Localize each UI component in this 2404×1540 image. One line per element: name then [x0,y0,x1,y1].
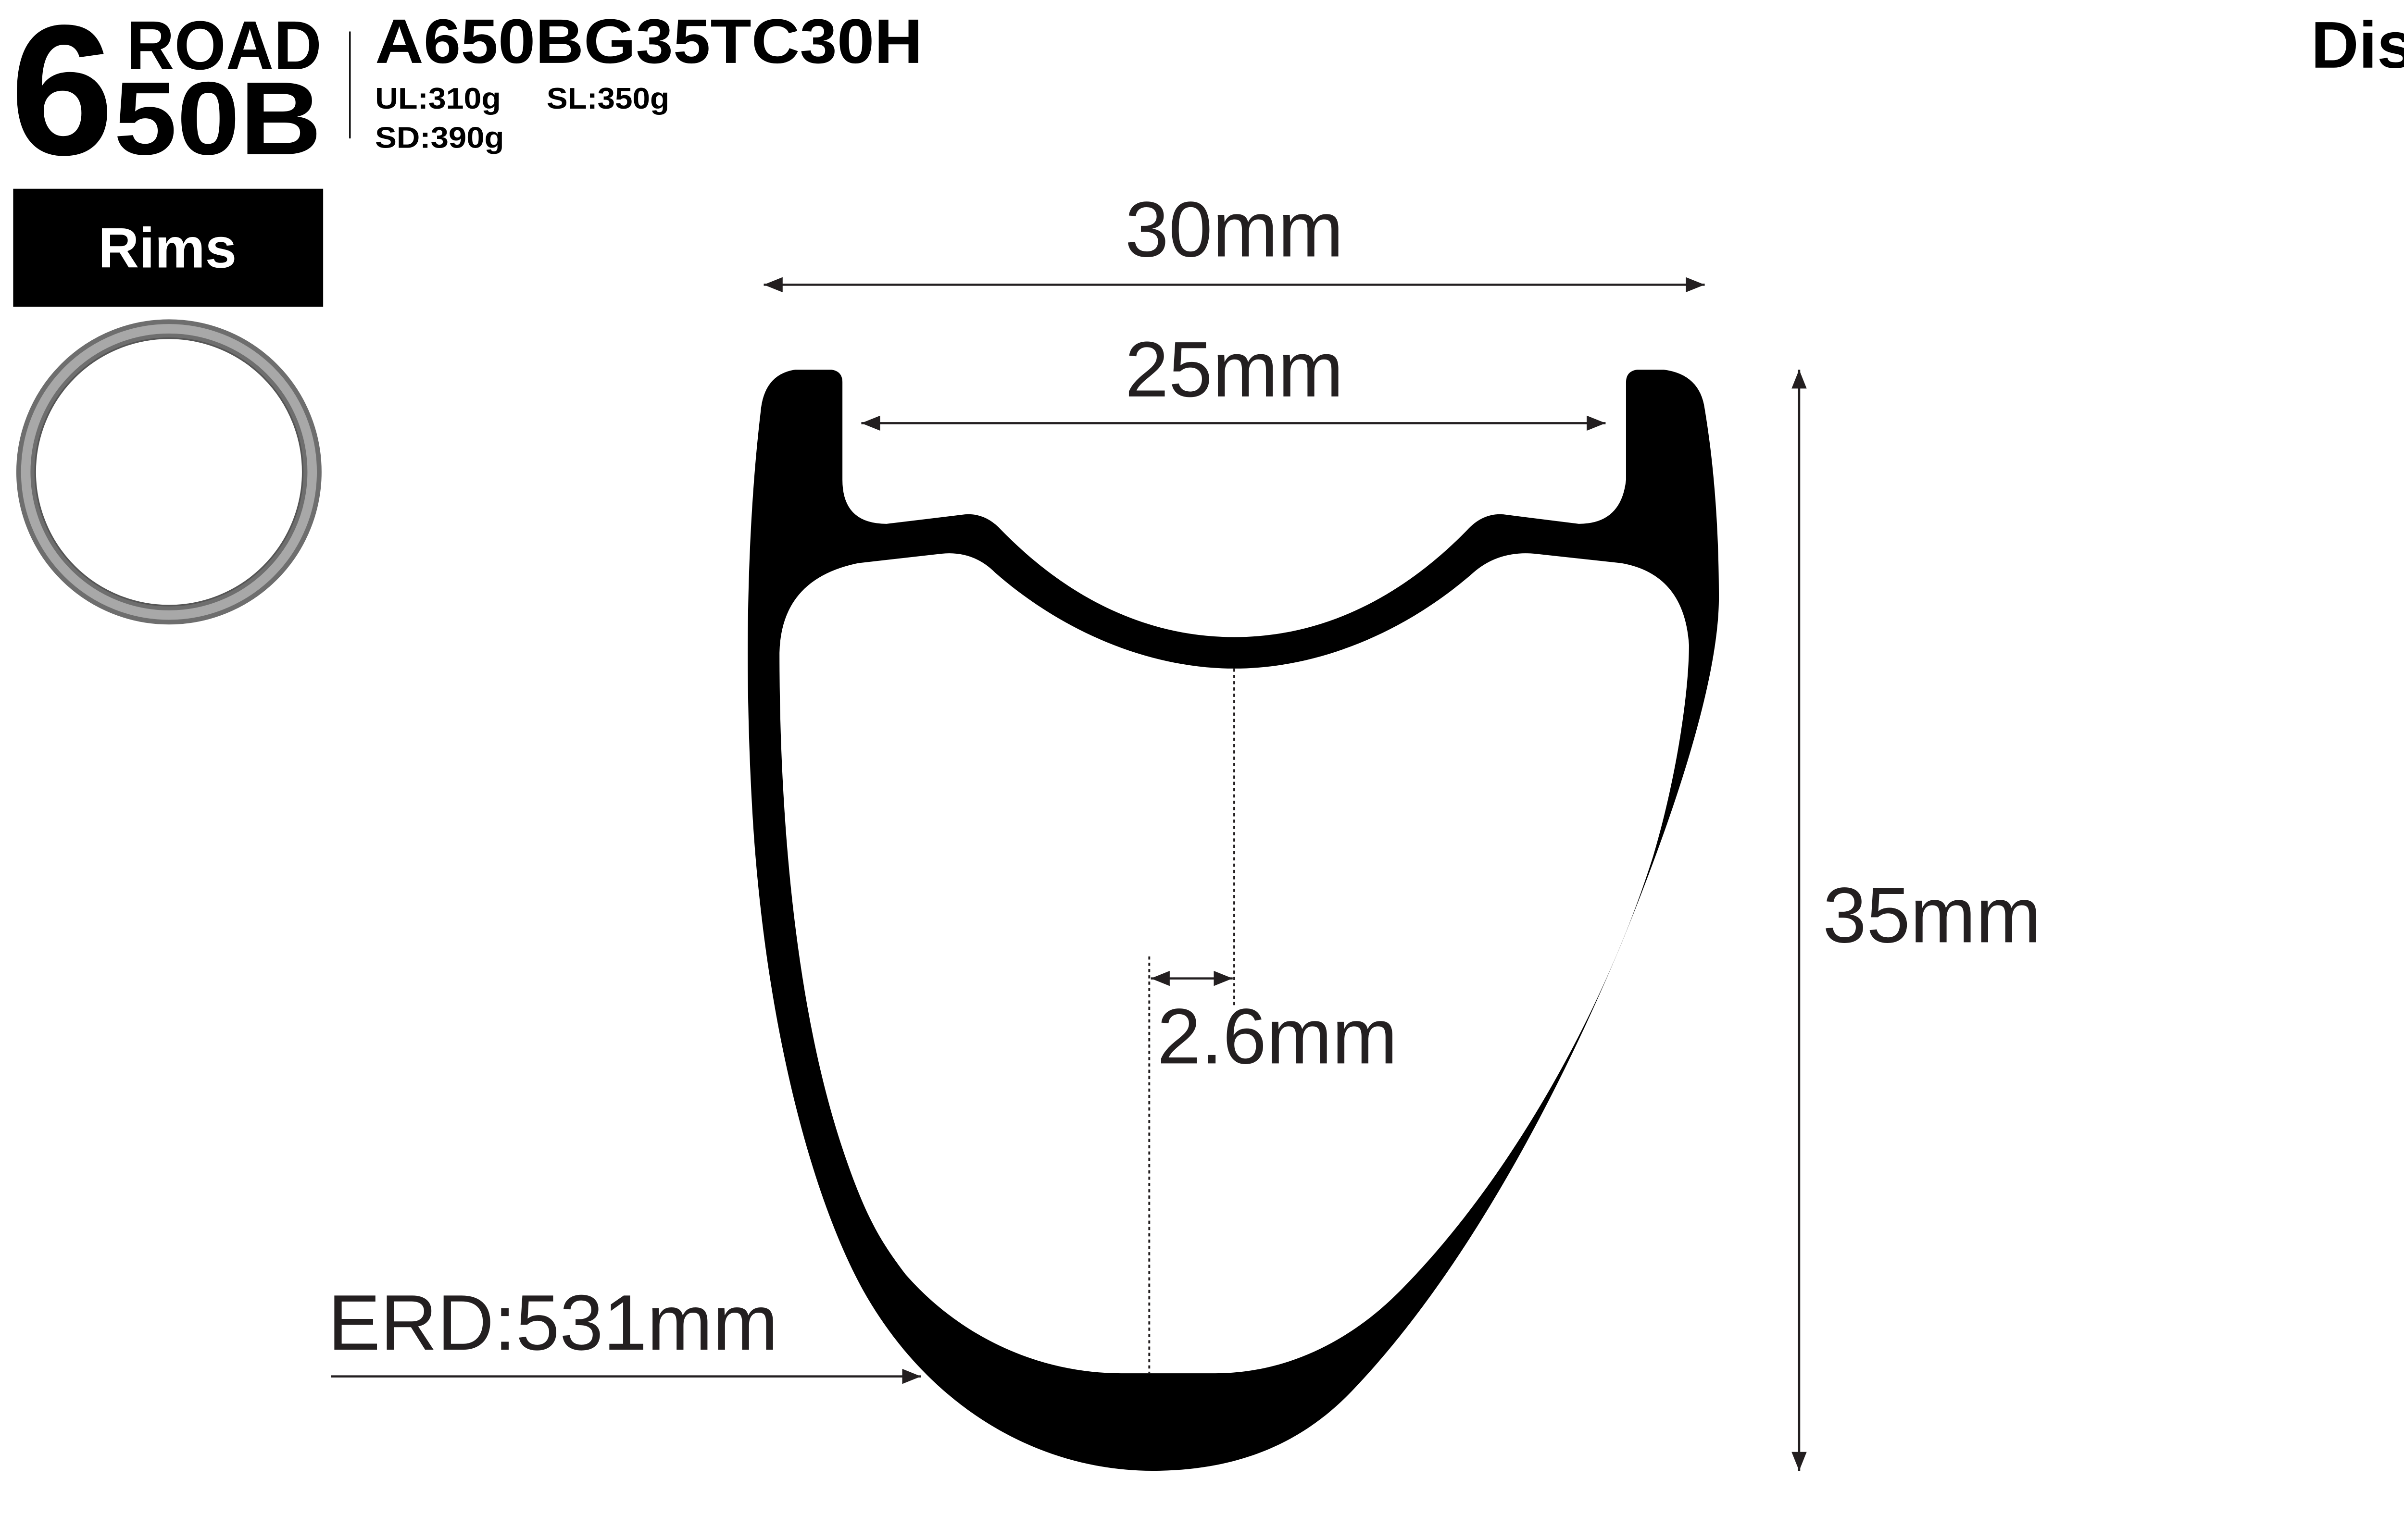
wall-thickness-label: 2.6mm [1157,992,1398,1080]
rims-label-box [13,188,324,307]
weight-ul: UL:310g [375,82,501,115]
brake-type: Disc [2311,9,2404,82]
rims-label: Rims [98,216,237,279]
depth-label: 35mm [1823,871,2041,959]
outer-width-label: 30mm [1125,185,1344,273]
weight-sl: SL:350g [547,82,669,115]
size-label: 50B [114,60,322,176]
category-label: ROAD [126,7,322,84]
inner-width-label: 25mm [1125,325,1344,413]
erd-label: ERD:531mm [328,1279,778,1366]
weight-sd: SD:390g [375,122,504,155]
big-digit: 6 [10,0,114,194]
model-number: A650BG35TC30H [375,6,923,76]
rim-ring-icon [16,319,322,625]
